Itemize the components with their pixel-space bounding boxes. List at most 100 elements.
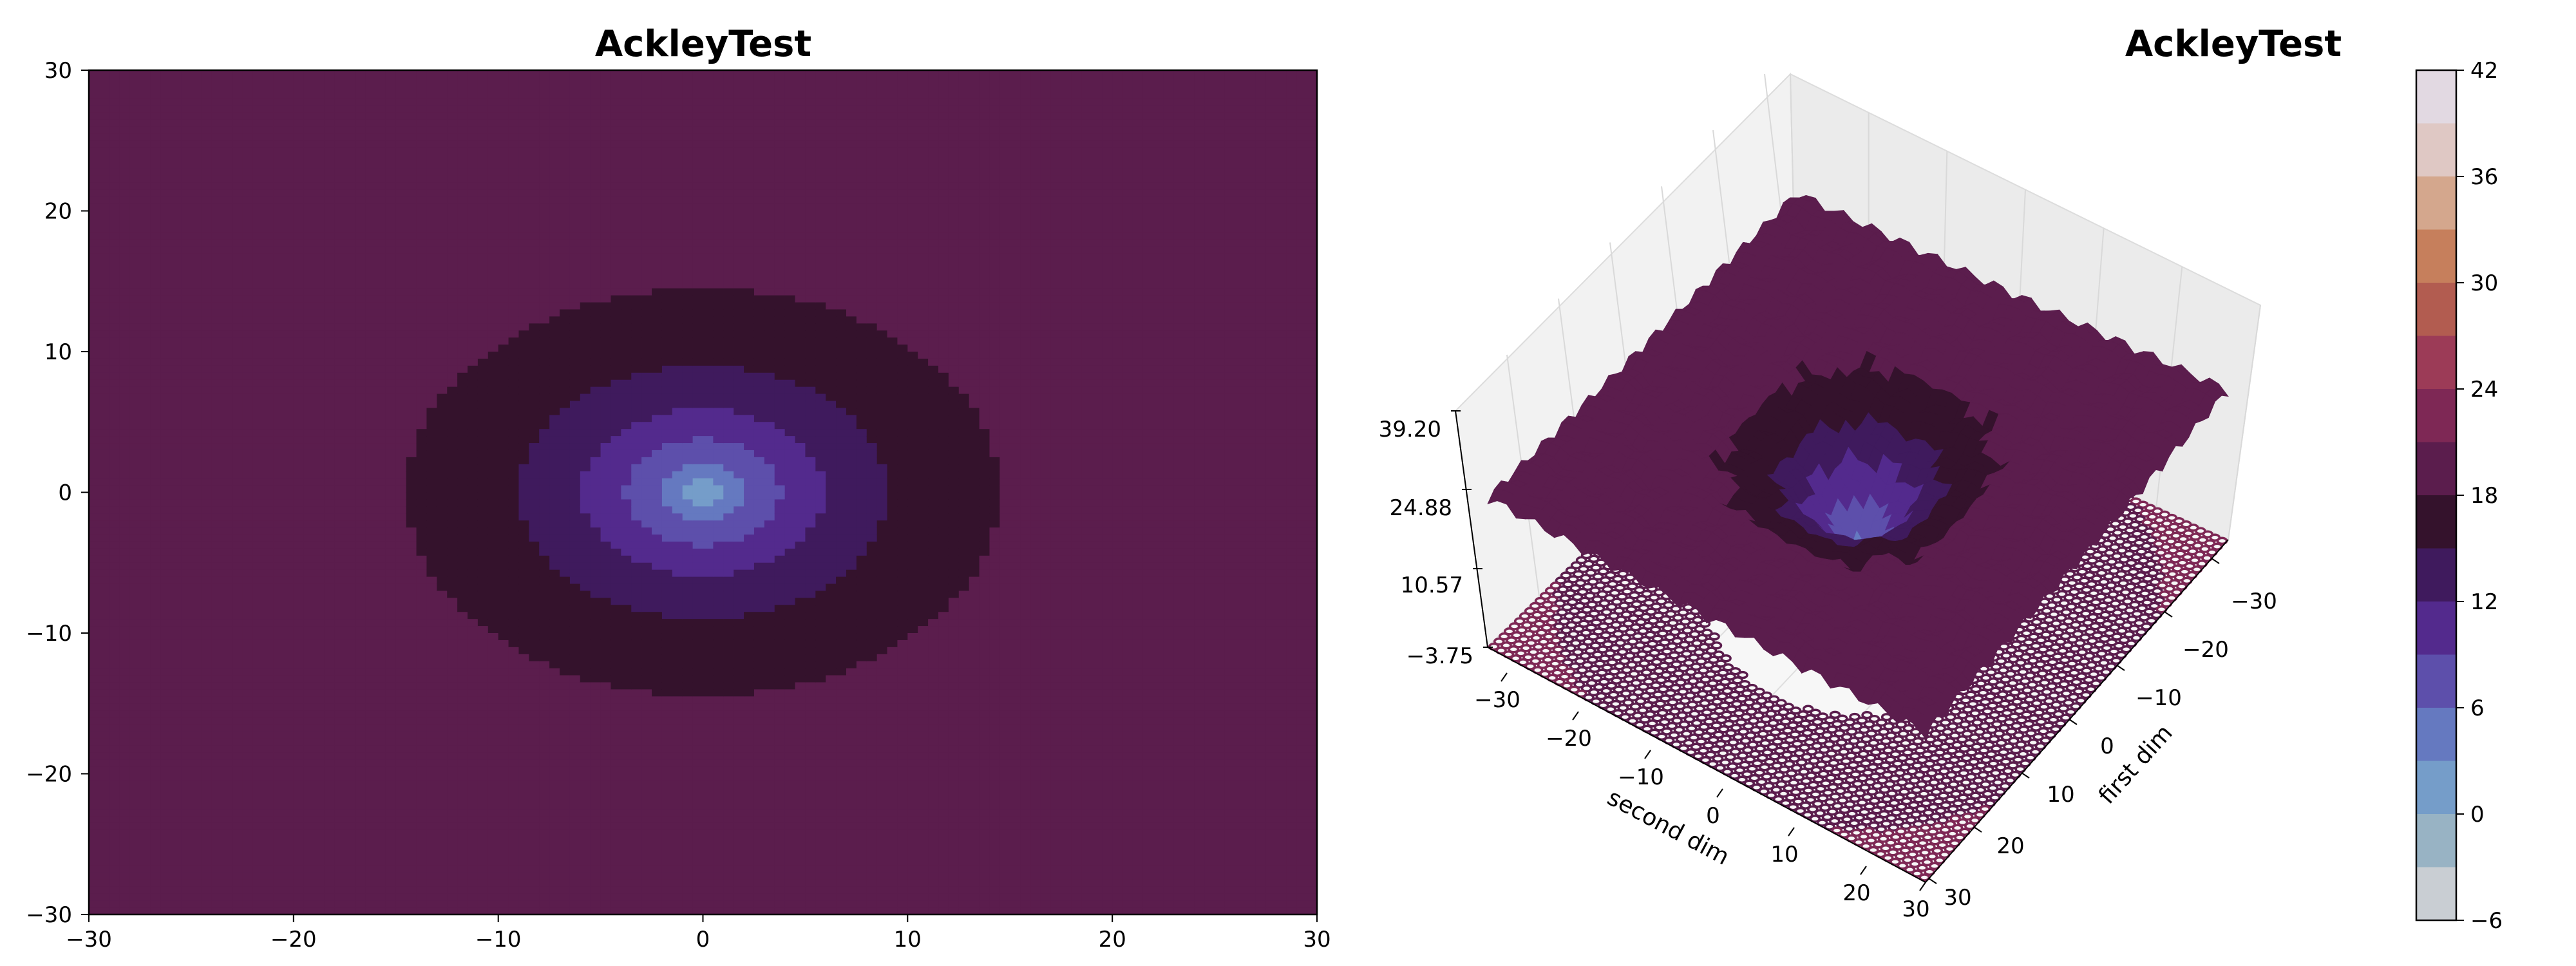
contour-cell — [457, 232, 468, 240]
contour-cell — [365, 535, 376, 542]
contour-cell — [89, 844, 100, 852]
contour-cell — [191, 626, 202, 634]
contour-cell — [119, 232, 131, 240]
contour-cell — [89, 415, 100, 422]
contour-cell — [242, 196, 253, 205]
contour-cell — [263, 91, 274, 99]
contour-cell — [242, 211, 253, 219]
contour-cell — [119, 84, 131, 92]
contour-cell — [406, 155, 417, 162]
contour-cell — [406, 822, 417, 831]
contour-cell — [150, 379, 161, 388]
contour-cell — [488, 70, 499, 78]
contour-cell — [334, 316, 345, 324]
contour-cell — [314, 225, 325, 232]
contour-cell — [314, 260, 325, 268]
contour-cell — [222, 464, 233, 472]
contour-cell — [222, 323, 233, 331]
contour-cell — [498, 569, 509, 578]
contour-cell — [395, 485, 407, 493]
contour-cell — [395, 147, 407, 155]
contour-cell — [426, 689, 437, 697]
contour-cell — [345, 168, 355, 176]
contour-cell — [109, 858, 120, 866]
contour-cell — [375, 661, 386, 669]
contour-cell — [89, 302, 100, 310]
contour-cell — [232, 506, 243, 514]
contour-cell — [426, 612, 437, 620]
contour-cell — [150, 886, 161, 894]
contour-cell — [89, 506, 100, 514]
contour-cell — [89, 682, 100, 690]
contour-cell — [345, 239, 355, 247]
contour-cell — [129, 345, 141, 352]
contour-cell — [89, 478, 100, 486]
contour-cell — [201, 576, 213, 585]
contour-cell — [160, 175, 171, 184]
contour-cell — [252, 386, 263, 395]
contour-cell — [242, 119, 253, 128]
contour-cell — [498, 457, 509, 465]
contour-cell — [242, 731, 253, 739]
contour-cell — [467, 506, 478, 514]
contour-cell — [395, 309, 407, 317]
contour-cell — [140, 182, 151, 191]
contour-cell — [498, 485, 509, 493]
contour-cell — [232, 527, 243, 535]
contour-cell — [89, 457, 100, 465]
contour-cell — [365, 393, 376, 402]
contour-cell — [283, 893, 294, 901]
contour-cell — [242, 809, 253, 817]
contour-cell — [191, 260, 202, 268]
contour-cell — [385, 295, 397, 303]
contour-cell — [273, 781, 284, 788]
contour-cell — [467, 211, 478, 219]
contour-cell — [375, 858, 386, 866]
contour-cell — [160, 907, 171, 914]
contour-cell — [160, 781, 171, 788]
contour-cell — [150, 126, 161, 134]
contour-cell — [293, 274, 305, 282]
contour-cell — [232, 809, 243, 817]
contour-cell — [150, 759, 161, 768]
contour-cell — [222, 295, 233, 303]
contour-cell — [140, 478, 151, 486]
contour-cell — [171, 274, 182, 282]
contour-cell — [447, 773, 458, 782]
contour-cell — [355, 239, 366, 247]
contour-cell — [426, 907, 437, 914]
contour-cell — [89, 766, 100, 775]
contour-cell — [222, 309, 233, 317]
contour-cell — [355, 189, 366, 198]
contour-cell — [375, 415, 386, 422]
contour-cell — [385, 858, 397, 866]
contour-cell — [477, 682, 489, 690]
contour-cell — [477, 386, 489, 395]
contour-cell — [303, 654, 315, 662]
contour-cell — [467, 309, 478, 317]
contour-cell — [416, 345, 428, 352]
contour-cell — [303, 893, 315, 901]
contour-cell — [171, 717, 182, 725]
contour-cell — [293, 689, 305, 697]
contour-cell — [355, 696, 366, 704]
contour-cell — [334, 260, 345, 268]
contour-cell — [222, 724, 233, 732]
contour-cell — [355, 70, 366, 78]
contour-cell — [171, 365, 182, 374]
contour-cell — [324, 232, 335, 240]
contour-cell — [242, 872, 253, 880]
contour-cell — [181, 717, 192, 725]
contour-cell — [324, 661, 335, 669]
contour-cell — [171, 168, 182, 176]
contour-cell — [89, 527, 100, 535]
contour-cell — [345, 766, 355, 775]
contour-cell — [488, 450, 499, 458]
contour-cell — [129, 738, 141, 746]
contour-cell — [119, 844, 131, 852]
contour-cell — [293, 907, 305, 914]
contour-cell — [406, 365, 417, 374]
contour-cell — [242, 886, 253, 894]
contour-cell — [498, 541, 509, 549]
